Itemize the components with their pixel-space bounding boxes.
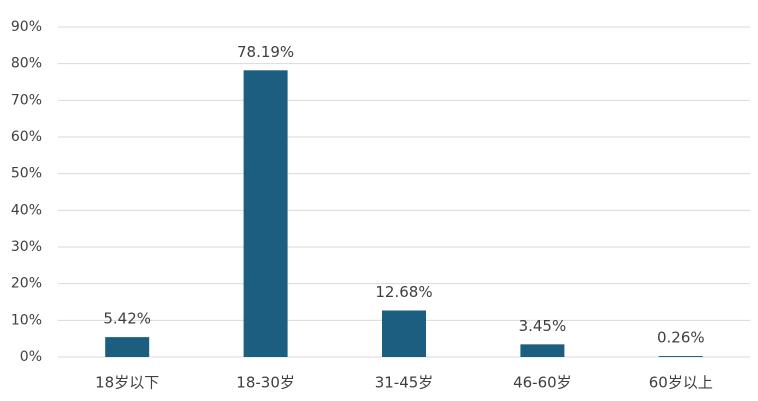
x-tick-label: 46-60岁	[513, 374, 572, 392]
x-tick-label: 18-30岁	[236, 374, 295, 392]
x-tick-label: 18岁以下	[95, 374, 159, 392]
y-tick-label: 20%	[11, 276, 42, 292]
bar	[105, 337, 150, 357]
y-tick-label: 90%	[11, 19, 42, 35]
bar	[520, 344, 565, 357]
data-label: 0.26%	[657, 329, 705, 347]
x-tick-label: 31-45岁	[375, 374, 434, 392]
y-tick-label: 0%	[20, 349, 42, 365]
y-tick-label: 80%	[11, 56, 42, 72]
bar	[382, 310, 426, 357]
y-tick-label: 70%	[11, 92, 42, 108]
x-tick-label: 60岁以上	[649, 374, 713, 392]
data-label: 5.42%	[103, 310, 151, 328]
y-tick-label: 40%	[11, 202, 42, 218]
y-tick-label: 50%	[11, 166, 42, 182]
data-label: 12.68%	[375, 283, 432, 301]
bar	[243, 70, 288, 357]
data-label: 78.19%	[237, 43, 294, 61]
data-label: 3.45%	[519, 317, 567, 335]
y-tick-label: 10%	[11, 312, 42, 328]
y-tick-label: 30%	[11, 239, 42, 255]
y-tick-label: 60%	[11, 129, 42, 145]
bar	[658, 356, 703, 357]
